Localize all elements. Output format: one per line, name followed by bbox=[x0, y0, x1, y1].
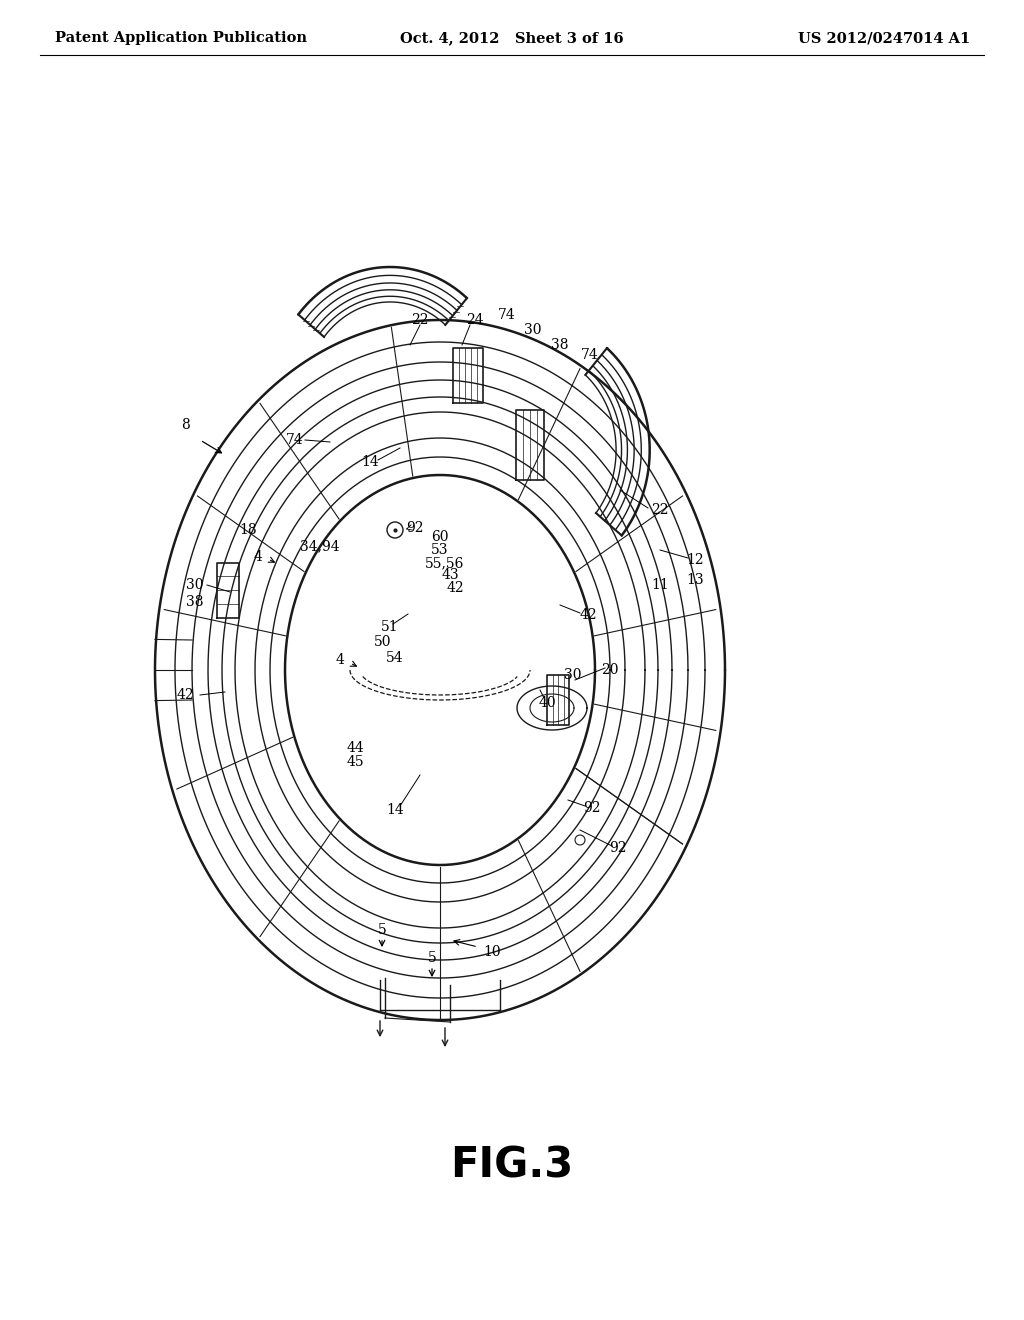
Text: 74: 74 bbox=[498, 308, 516, 322]
Text: FIG.3: FIG.3 bbox=[451, 1144, 573, 1185]
Text: 5: 5 bbox=[378, 923, 386, 937]
Text: 22: 22 bbox=[412, 313, 429, 327]
Text: 13: 13 bbox=[686, 573, 703, 587]
Text: 20: 20 bbox=[601, 663, 618, 677]
Text: 55,56: 55,56 bbox=[425, 556, 465, 570]
Text: 24: 24 bbox=[466, 313, 483, 327]
Text: 8: 8 bbox=[180, 418, 189, 432]
Text: Oct. 4, 2012   Sheet 3 of 16: Oct. 4, 2012 Sheet 3 of 16 bbox=[400, 30, 624, 45]
Text: 4: 4 bbox=[336, 653, 344, 667]
Text: 10: 10 bbox=[483, 945, 501, 960]
Text: 42: 42 bbox=[446, 581, 464, 595]
Text: 54: 54 bbox=[386, 651, 403, 665]
Text: 30: 30 bbox=[524, 323, 542, 337]
Text: 34,94: 34,94 bbox=[300, 539, 340, 553]
Text: Patent Application Publication: Patent Application Publication bbox=[55, 30, 307, 45]
Text: 60: 60 bbox=[431, 531, 449, 544]
Text: 42: 42 bbox=[580, 609, 597, 622]
Text: 92: 92 bbox=[584, 801, 601, 814]
Text: 92: 92 bbox=[609, 841, 627, 855]
Text: 40: 40 bbox=[539, 696, 556, 710]
Text: 42: 42 bbox=[176, 688, 194, 702]
Text: 50: 50 bbox=[374, 635, 392, 649]
Text: 74: 74 bbox=[286, 433, 304, 447]
Text: 14: 14 bbox=[361, 455, 379, 469]
Text: 30: 30 bbox=[186, 578, 204, 591]
Text: 45: 45 bbox=[346, 755, 364, 770]
Text: 22: 22 bbox=[651, 503, 669, 517]
Text: 14: 14 bbox=[386, 803, 403, 817]
Text: 18: 18 bbox=[240, 523, 257, 537]
Text: 11: 11 bbox=[651, 578, 669, 591]
Text: US 2012/0247014 A1: US 2012/0247014 A1 bbox=[798, 30, 970, 45]
Text: 38: 38 bbox=[551, 338, 568, 352]
Text: 53: 53 bbox=[431, 543, 449, 557]
Text: 5: 5 bbox=[428, 950, 436, 965]
Text: 30: 30 bbox=[564, 668, 582, 682]
Text: 4: 4 bbox=[254, 550, 262, 564]
Text: 74: 74 bbox=[582, 348, 599, 362]
Text: 92: 92 bbox=[407, 521, 424, 535]
Text: 12: 12 bbox=[686, 553, 703, 568]
Text: 51: 51 bbox=[381, 620, 398, 634]
Text: 43: 43 bbox=[441, 568, 459, 582]
Text: 38: 38 bbox=[186, 595, 204, 609]
Text: 44: 44 bbox=[346, 741, 364, 755]
